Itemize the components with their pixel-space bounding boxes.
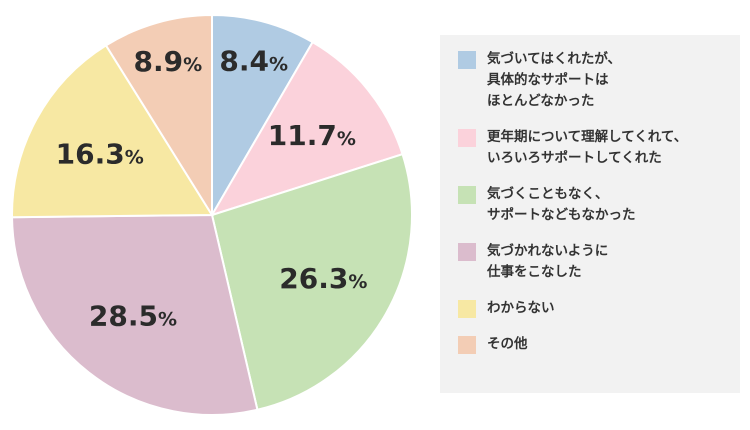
legend-swatch	[458, 300, 476, 318]
legend-swatch	[458, 243, 476, 261]
legend-item: 気づいてはくれたが、 具体的なサポートは ほとんどなかった	[458, 49, 728, 112]
pie-slice	[104, 13, 213, 219]
legend-swatch	[458, 129, 476, 147]
legend-item: わからない	[458, 298, 728, 319]
pie-slice	[210, 152, 413, 411]
legend-label: その他	[487, 336, 528, 352]
legend-swatch	[458, 336, 476, 354]
legend-label: わからない	[487, 300, 555, 316]
legend-label: 気づかれないように 仕事をこなした	[487, 243, 609, 280]
pie-slice	[209, 40, 404, 217]
legend-label: 更年期について理解してくれて、 いろいろサポートしてくれた	[487, 129, 688, 166]
slice-value-label: 16.3%	[56, 138, 144, 171]
legend-swatch	[458, 51, 476, 69]
pie-slice	[211, 13, 315, 219]
legend-item: 更年期について理解してくれて、 いろいろサポートしてくれた	[458, 127, 728, 169]
legend: 気づいてはくれたが、 具体的なサポートは ほとんどなかった 更年期について理解し…	[440, 35, 740, 393]
legend-item: その他	[458, 334, 728, 355]
pie-slice	[11, 213, 259, 416]
slice-value-label: 8.4%	[219, 45, 288, 78]
slice-value-label: 11.7%	[268, 119, 356, 152]
pie-chart: 8.4% 11.7% 26.3% 28.5% 16.3% 8.9%	[11, 13, 413, 416]
slice-value-label: 28.5%	[89, 300, 177, 333]
legend-item: 気づくこともなく、 サポートなどもなかった	[458, 184, 728, 226]
pie-slice	[11, 44, 214, 219]
slice-value-label: 26.3%	[279, 262, 367, 295]
legend-swatch	[458, 186, 476, 204]
legend-label: 気づくこともなく、 サポートなどもなかった	[487, 186, 636, 223]
slice-value-label: 8.9%	[134, 45, 203, 78]
legend-label: 気づいてはくれたが、 具体的なサポートは ほとんどなかった	[487, 51, 622, 109]
legend-item: 気づかれないように 仕事をこなした	[458, 241, 728, 283]
